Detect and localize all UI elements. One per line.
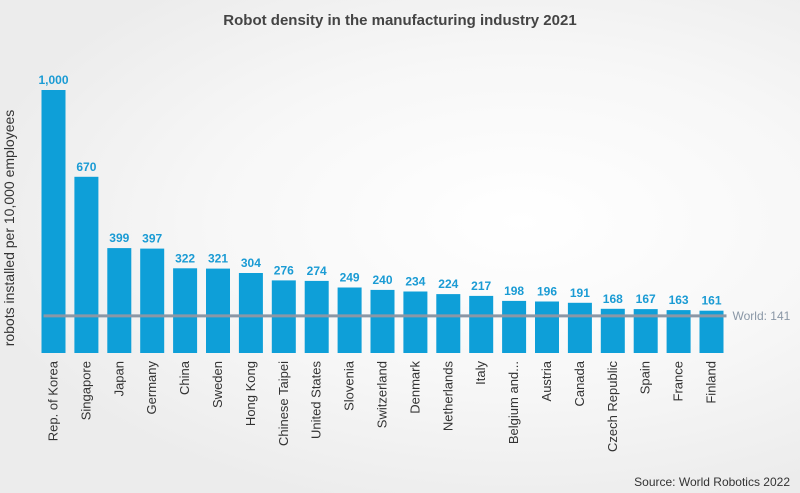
category-label-9: Slovenia: [342, 360, 357, 411]
value-label-15: 196: [537, 285, 557, 299]
value-label-5: 321: [208, 252, 228, 266]
world-average-label: World: 141: [733, 309, 791, 323]
chart-title: Robot density in the manufacturing indus…: [223, 12, 576, 29]
category-label-0: Rep. of Korea: [46, 360, 61, 441]
category-label-6: Hong Kong: [243, 361, 258, 426]
bars-group: [41, 90, 724, 353]
category-label-13: Italy: [473, 361, 488, 385]
category-label-4: China: [177, 360, 192, 395]
bar-1: [74, 176, 99, 353]
bar-5: [206, 268, 230, 353]
bar-14: [502, 300, 527, 353]
bar-13: [469, 295, 494, 353]
bar-15: [535, 301, 559, 353]
category-label-11: Denmark: [407, 361, 422, 414]
value-label-2: 399: [109, 231, 129, 245]
value-label-7: 276: [274, 263, 294, 277]
value-label-11: 234: [405, 275, 425, 289]
category-label-8: United States: [309, 361, 324, 440]
bar-3: [140, 248, 165, 353]
bar-0: [41, 90, 66, 353]
value-label-3: 397: [142, 232, 162, 246]
category-label-2: Japan: [111, 361, 126, 396]
value-label-0: 1,000: [38, 73, 68, 87]
value-label-8: 274: [307, 264, 327, 278]
value-label-20: 161: [701, 294, 721, 308]
bar-16: [567, 302, 592, 353]
category-label-7: Chinese Taipei: [276, 361, 291, 446]
bar-10: [370, 289, 395, 353]
category-label-1: Singapore: [78, 361, 93, 420]
category-label-5: Sweden: [210, 361, 225, 408]
value-label-16: 191: [570, 286, 590, 300]
value-labels-group: 1,000 670 399 397 322 321 304 276 274 249 240 234 22…: [38, 73, 721, 308]
bar-12: [436, 294, 461, 353]
y-axis-label: robots installed per 10,000 employees: [1, 110, 17, 347]
category-label-10: Switzerland: [375, 361, 390, 428]
bar-20: [699, 310, 724, 353]
value-label-14: 198: [504, 284, 524, 298]
value-label-12: 224: [438, 277, 458, 291]
value-label-6: 304: [241, 256, 261, 270]
value-label-18: 167: [636, 292, 656, 306]
category-label-18: Spain: [638, 361, 653, 394]
value-label-17: 168: [603, 292, 623, 306]
bar-6: [238, 273, 263, 353]
category-label-16: Canada: [572, 360, 587, 406]
value-label-1: 670: [76, 160, 96, 174]
category-label-17: Czech Republic: [605, 361, 620, 453]
category-label-20: Finland: [704, 361, 719, 404]
category-labels-group: Rep. of Korea Singapore Japan Germany China S…: [46, 360, 719, 452]
category-label-15: Austria: [539, 360, 554, 401]
value-label-13: 217: [471, 279, 491, 293]
value-label-4: 322: [175, 251, 195, 265]
bar-11: [403, 291, 428, 353]
category-label-19: France: [671, 361, 686, 401]
category-label-12: Netherlands: [440, 361, 455, 432]
value-label-19: 163: [669, 293, 689, 307]
bar-9: [337, 287, 362, 353]
category-label-14: Belgium and...: [506, 361, 521, 444]
bar-2: [107, 248, 132, 353]
value-label-9: 249: [340, 271, 360, 285]
category-label-3: Germany: [144, 361, 159, 415]
bar-4: [173, 268, 198, 353]
value-label-10: 240: [372, 273, 392, 287]
source-note: Source: World Robotics 2022: [634, 475, 790, 489]
